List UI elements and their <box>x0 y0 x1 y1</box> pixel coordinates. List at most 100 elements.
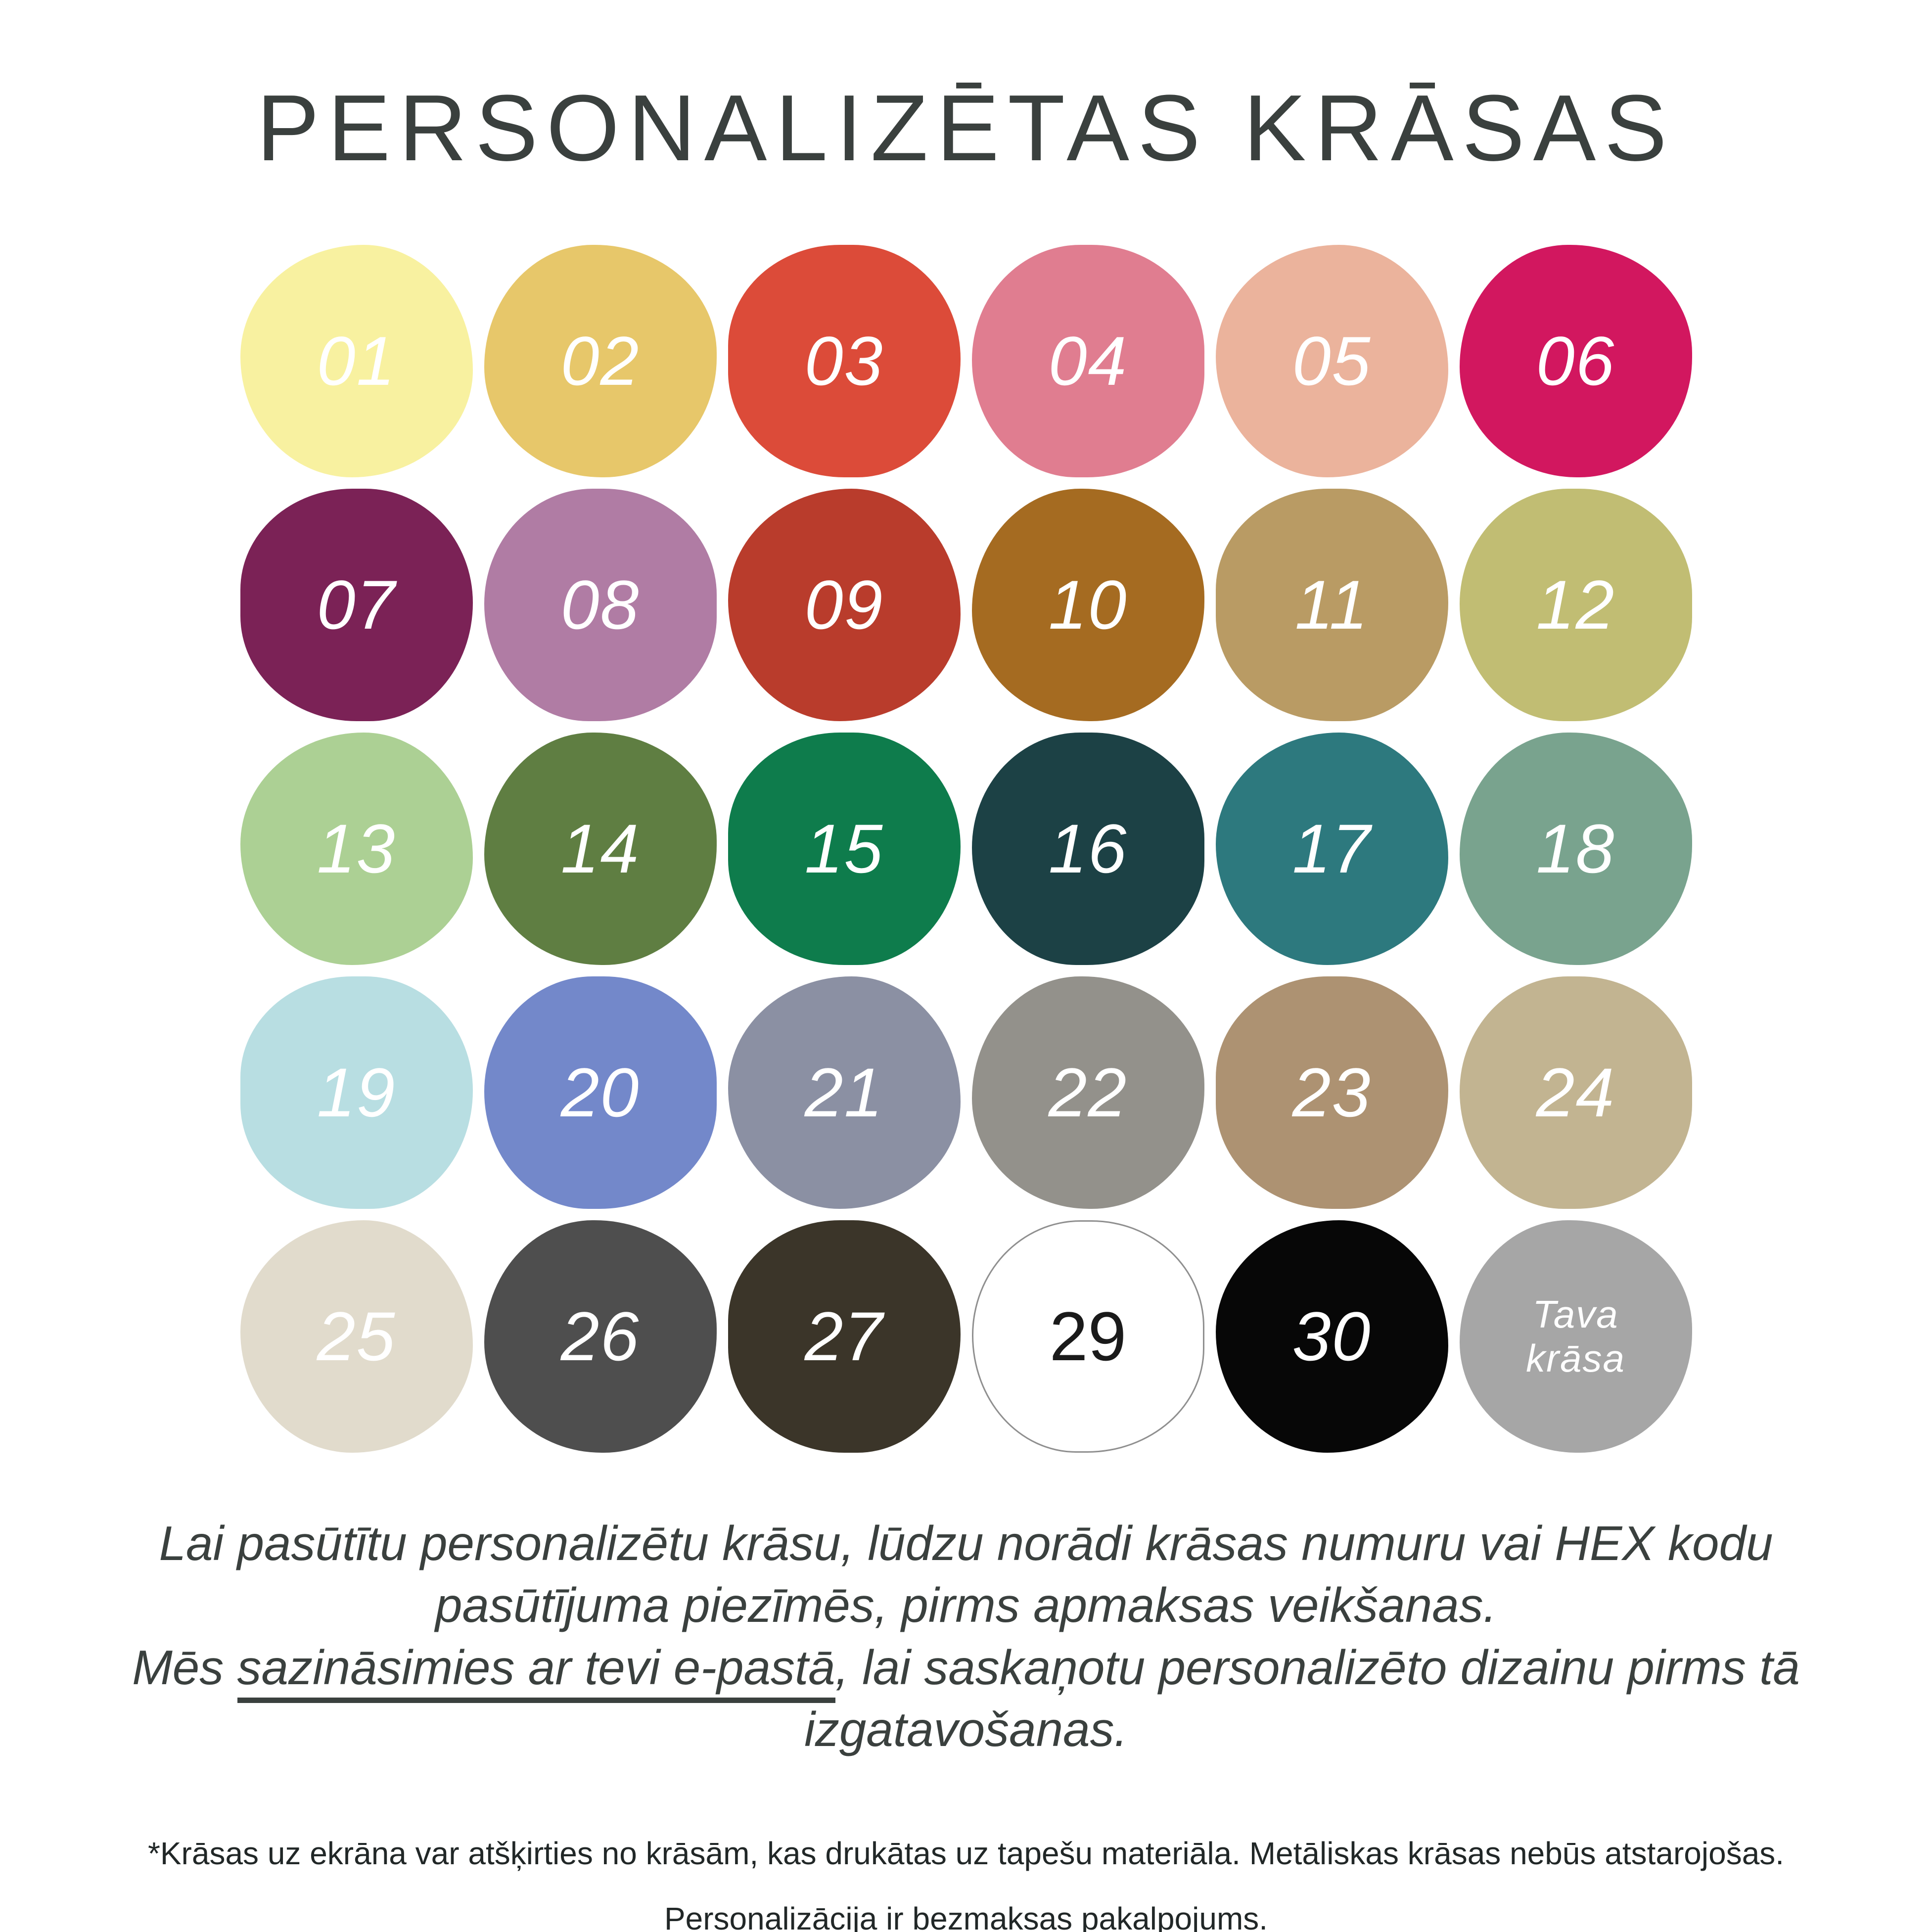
color-swatch-11[interactable]: 11 <box>1215 488 1448 721</box>
swatch-label: Tava krāsa <box>1526 1292 1625 1380</box>
swatch-cell: 09 <box>722 483 966 727</box>
swatch-cell: 30 <box>1210 1214 1454 1458</box>
disclaimer-line-2: Personalizācija ir bezmaksas pakalpojums… <box>664 1900 1268 1932</box>
color-swatch-03[interactable]: 03 <box>728 244 961 477</box>
color-swatch-12[interactable]: 12 <box>1459 488 1692 721</box>
swatch-label: 19 <box>317 1053 396 1131</box>
swatch-cell: 26 <box>478 1214 722 1458</box>
swatch-cell: 19 <box>234 970 478 1214</box>
disclaimer: *Krāsas uz ekrāna var atšķirties no krās… <box>0 1835 1932 1932</box>
color-swatch-29[interactable]: 29 <box>971 1220 1204 1453</box>
swatch-label: 30 <box>1292 1297 1372 1375</box>
color-swatch-21[interactable]: 21 <box>728 976 961 1209</box>
instruction-text: , lai saskaņotu personalizēto dizainu pi… <box>804 1640 1800 1757</box>
swatch-label: 13 <box>317 809 396 887</box>
swatch-grid: 01 02 03 04 05 06 07 08 09 10 11 12 13 14 15 16 17 18 19 20… <box>234 239 1698 1458</box>
underlined-email-text: sazināsimies ar tevi e-pastā <box>237 1640 835 1703</box>
swatch-cell: Tava krāsa <box>1454 1214 1698 1458</box>
swatch-cell: 15 <box>722 727 966 970</box>
color-swatch-13[interactable]: 13 <box>240 732 473 965</box>
color-swatch-24[interactable]: 24 <box>1459 976 1692 1209</box>
swatch-cell: 24 <box>1454 970 1698 1214</box>
swatch-label: 25 <box>317 1297 396 1375</box>
color-swatch-15[interactable]: 15 <box>728 732 961 965</box>
swatch-label: 15 <box>804 809 884 887</box>
swatch-label: 01 <box>317 322 396 400</box>
order-instructions: Lai pasūtītu personalizētu krāsu, lūdzu … <box>95 1513 1837 1761</box>
instruction-line-1: Lai pasūtītu personalizētu krāsu, lūdzu … <box>95 1513 1837 1637</box>
instruction-text: Lai pasūtītu personalizētu krāsu, lūdzu … <box>159 1516 1773 1633</box>
color-swatch-25[interactable]: 25 <box>240 1220 473 1453</box>
swatch-label: 22 <box>1048 1053 1128 1131</box>
swatch-label: 17 <box>1292 809 1372 887</box>
color-swatch-07[interactable]: 07 <box>240 488 473 721</box>
color-swatch-14[interactable]: 14 <box>484 732 717 965</box>
swatch-label: 04 <box>1048 322 1128 400</box>
swatch-label: 09 <box>804 565 884 644</box>
swatch-label: 29 <box>1049 1297 1127 1375</box>
color-swatch-17[interactable]: 17 <box>1215 732 1448 965</box>
swatch-cell: 02 <box>478 239 722 483</box>
page-title: PERSONALIZĒTAS KRĀSAS <box>256 76 1676 181</box>
swatch-cell: 29 <box>966 1214 1210 1458</box>
swatch-cell: 17 <box>1210 727 1454 970</box>
swatch-label: 03 <box>804 322 884 400</box>
swatch-label: 18 <box>1536 809 1615 887</box>
swatch-label: 27 <box>804 1297 884 1375</box>
color-swatch-10[interactable]: 10 <box>971 488 1204 721</box>
swatch-label: 20 <box>560 1053 640 1131</box>
color-swatch-30[interactable]: 30 <box>1215 1220 1448 1453</box>
swatch-cell: 20 <box>478 970 722 1214</box>
color-swatch-22[interactable]: 22 <box>971 976 1204 1209</box>
swatch-cell: 04 <box>966 239 1210 483</box>
color-swatch-27[interactable]: 27 <box>728 1220 961 1453</box>
instruction-text: Mēs <box>132 1640 237 1695</box>
swatch-label: 26 <box>560 1297 640 1375</box>
swatch-cell: 06 <box>1454 239 1698 483</box>
swatch-label: 05 <box>1292 322 1372 400</box>
swatch-cell: 01 <box>234 239 478 483</box>
color-swatch-18[interactable]: 18 <box>1459 732 1692 965</box>
color-swatch-19[interactable]: 19 <box>240 976 473 1209</box>
swatch-label: 11 <box>1294 565 1369 644</box>
swatch-cell: 18 <box>1454 727 1698 970</box>
color-swatch-04[interactable]: 04 <box>971 244 1204 477</box>
swatch-label: 21 <box>804 1053 884 1131</box>
color-swatch-tava-krāsa[interactable]: Tava krāsa <box>1459 1220 1692 1453</box>
color-swatch-05[interactable]: 05 <box>1215 244 1448 477</box>
swatch-label: 10 <box>1048 565 1128 644</box>
disclaimer-line-1: *Krāsas uz ekrāna var atšķirties no krās… <box>147 1835 1785 1871</box>
swatch-cell: 25 <box>234 1214 478 1458</box>
color-swatch-26[interactable]: 26 <box>484 1220 717 1453</box>
swatch-cell: 03 <box>722 239 966 483</box>
swatch-label: 12 <box>1536 565 1615 644</box>
swatch-label: 14 <box>560 809 640 887</box>
color-swatch-16[interactable]: 16 <box>971 732 1204 965</box>
swatch-label: 06 <box>1536 322 1615 400</box>
color-swatch-20[interactable]: 20 <box>484 976 717 1209</box>
instruction-line-2: Mēs sazināsimies ar tevi e-pastā, lai sa… <box>95 1637 1837 1761</box>
color-swatch-08[interactable]: 08 <box>484 488 717 721</box>
swatch-label: 24 <box>1536 1053 1615 1131</box>
color-swatch-02[interactable]: 02 <box>484 244 717 477</box>
swatch-cell: 05 <box>1210 239 1454 483</box>
swatch-label: 07 <box>317 565 396 644</box>
swatch-cell: 10 <box>966 483 1210 727</box>
swatch-label: 02 <box>560 322 640 400</box>
color-swatch-09[interactable]: 09 <box>728 488 961 721</box>
color-swatch-06[interactable]: 06 <box>1459 244 1692 477</box>
color-chart: PERSONALIZĒTAS KRĀSAS 01 02 03 04 05 06 07 08 09… <box>0 74 1932 1932</box>
swatch-cell: 08 <box>478 483 722 727</box>
color-swatch-01[interactable]: 01 <box>240 244 473 477</box>
swatch-cell: 13 <box>234 727 478 970</box>
swatch-cell: 27 <box>722 1214 966 1458</box>
swatch-label: 23 <box>1292 1053 1372 1131</box>
swatch-cell: 12 <box>1454 483 1698 727</box>
swatch-label: 08 <box>560 565 640 644</box>
swatch-cell: 22 <box>966 970 1210 1214</box>
color-swatch-23[interactable]: 23 <box>1215 976 1448 1209</box>
swatch-cell: 16 <box>966 727 1210 970</box>
swatch-cell: 21 <box>722 970 966 1214</box>
swatch-cell: 23 <box>1210 970 1454 1214</box>
swatch-cell: 11 <box>1210 483 1454 727</box>
